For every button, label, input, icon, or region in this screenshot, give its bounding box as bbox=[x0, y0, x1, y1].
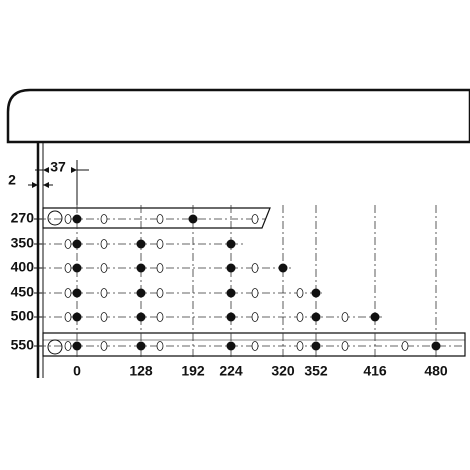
slot bbox=[156, 263, 164, 273]
slot bbox=[156, 288, 164, 298]
hole bbox=[136, 288, 146, 298]
hole bbox=[72, 288, 82, 298]
hole bbox=[226, 312, 236, 322]
slot bbox=[251, 312, 259, 322]
hole bbox=[311, 341, 321, 351]
rail-wheel bbox=[47, 339, 63, 355]
hole bbox=[226, 288, 236, 298]
hole bbox=[136, 341, 146, 351]
hole bbox=[311, 288, 321, 298]
column-label: 224 bbox=[219, 363, 243, 379]
column-label: 192 bbox=[181, 363, 205, 379]
hole bbox=[226, 239, 236, 249]
rail-short bbox=[42, 207, 271, 229]
slot bbox=[401, 341, 409, 351]
slot bbox=[296, 288, 304, 298]
slot bbox=[156, 214, 164, 224]
slot bbox=[100, 263, 108, 273]
rail-wheel bbox=[47, 210, 63, 226]
hole bbox=[188, 214, 198, 224]
slot bbox=[251, 263, 259, 273]
slot bbox=[64, 288, 72, 298]
slot bbox=[100, 214, 108, 224]
hole bbox=[72, 341, 82, 351]
slot bbox=[100, 288, 108, 298]
slot bbox=[156, 341, 164, 351]
slot bbox=[64, 341, 72, 351]
hole bbox=[278, 263, 288, 273]
hole bbox=[136, 239, 146, 249]
hole bbox=[72, 214, 82, 224]
hole-layer bbox=[34, 205, 462, 360]
column-label: 0 bbox=[73, 363, 81, 379]
slot bbox=[156, 239, 164, 249]
slot bbox=[64, 214, 72, 224]
worktop bbox=[6, 88, 470, 144]
hole bbox=[226, 263, 236, 273]
slot bbox=[251, 214, 259, 224]
slot bbox=[251, 341, 259, 351]
row-label: 400 bbox=[11, 259, 35, 275]
hole bbox=[72, 239, 82, 249]
slot bbox=[156, 312, 164, 322]
slot bbox=[64, 239, 72, 249]
row-label: 350 bbox=[11, 235, 35, 251]
slot bbox=[100, 239, 108, 249]
hole bbox=[136, 263, 146, 273]
slot bbox=[251, 288, 259, 298]
slot bbox=[341, 312, 349, 322]
slot bbox=[100, 312, 108, 322]
slot bbox=[100, 341, 108, 351]
dim-arrowhead bbox=[32, 182, 49, 188]
column-label: 128 bbox=[129, 363, 153, 379]
row-label: 450 bbox=[11, 284, 35, 300]
row-label: 270 bbox=[11, 210, 35, 226]
hole bbox=[370, 312, 380, 322]
slot bbox=[341, 341, 349, 351]
slot bbox=[64, 263, 72, 273]
hole bbox=[72, 312, 82, 322]
hole bbox=[431, 341, 441, 351]
row-label: 500 bbox=[11, 308, 35, 324]
column-label: 352 bbox=[304, 363, 328, 379]
column-label: 480 bbox=[424, 363, 448, 379]
slot bbox=[64, 312, 72, 322]
slot bbox=[296, 341, 304, 351]
row-label: 550 bbox=[11, 337, 35, 353]
hole bbox=[226, 341, 236, 351]
hole bbox=[311, 312, 321, 322]
slot bbox=[296, 312, 304, 322]
hole bbox=[72, 263, 82, 273]
dim-label: 37 bbox=[50, 159, 66, 175]
dim-label: 2 bbox=[8, 172, 16, 188]
hole bbox=[136, 312, 146, 322]
column-label: 320 bbox=[271, 363, 295, 379]
column-label: 416 bbox=[363, 363, 387, 379]
